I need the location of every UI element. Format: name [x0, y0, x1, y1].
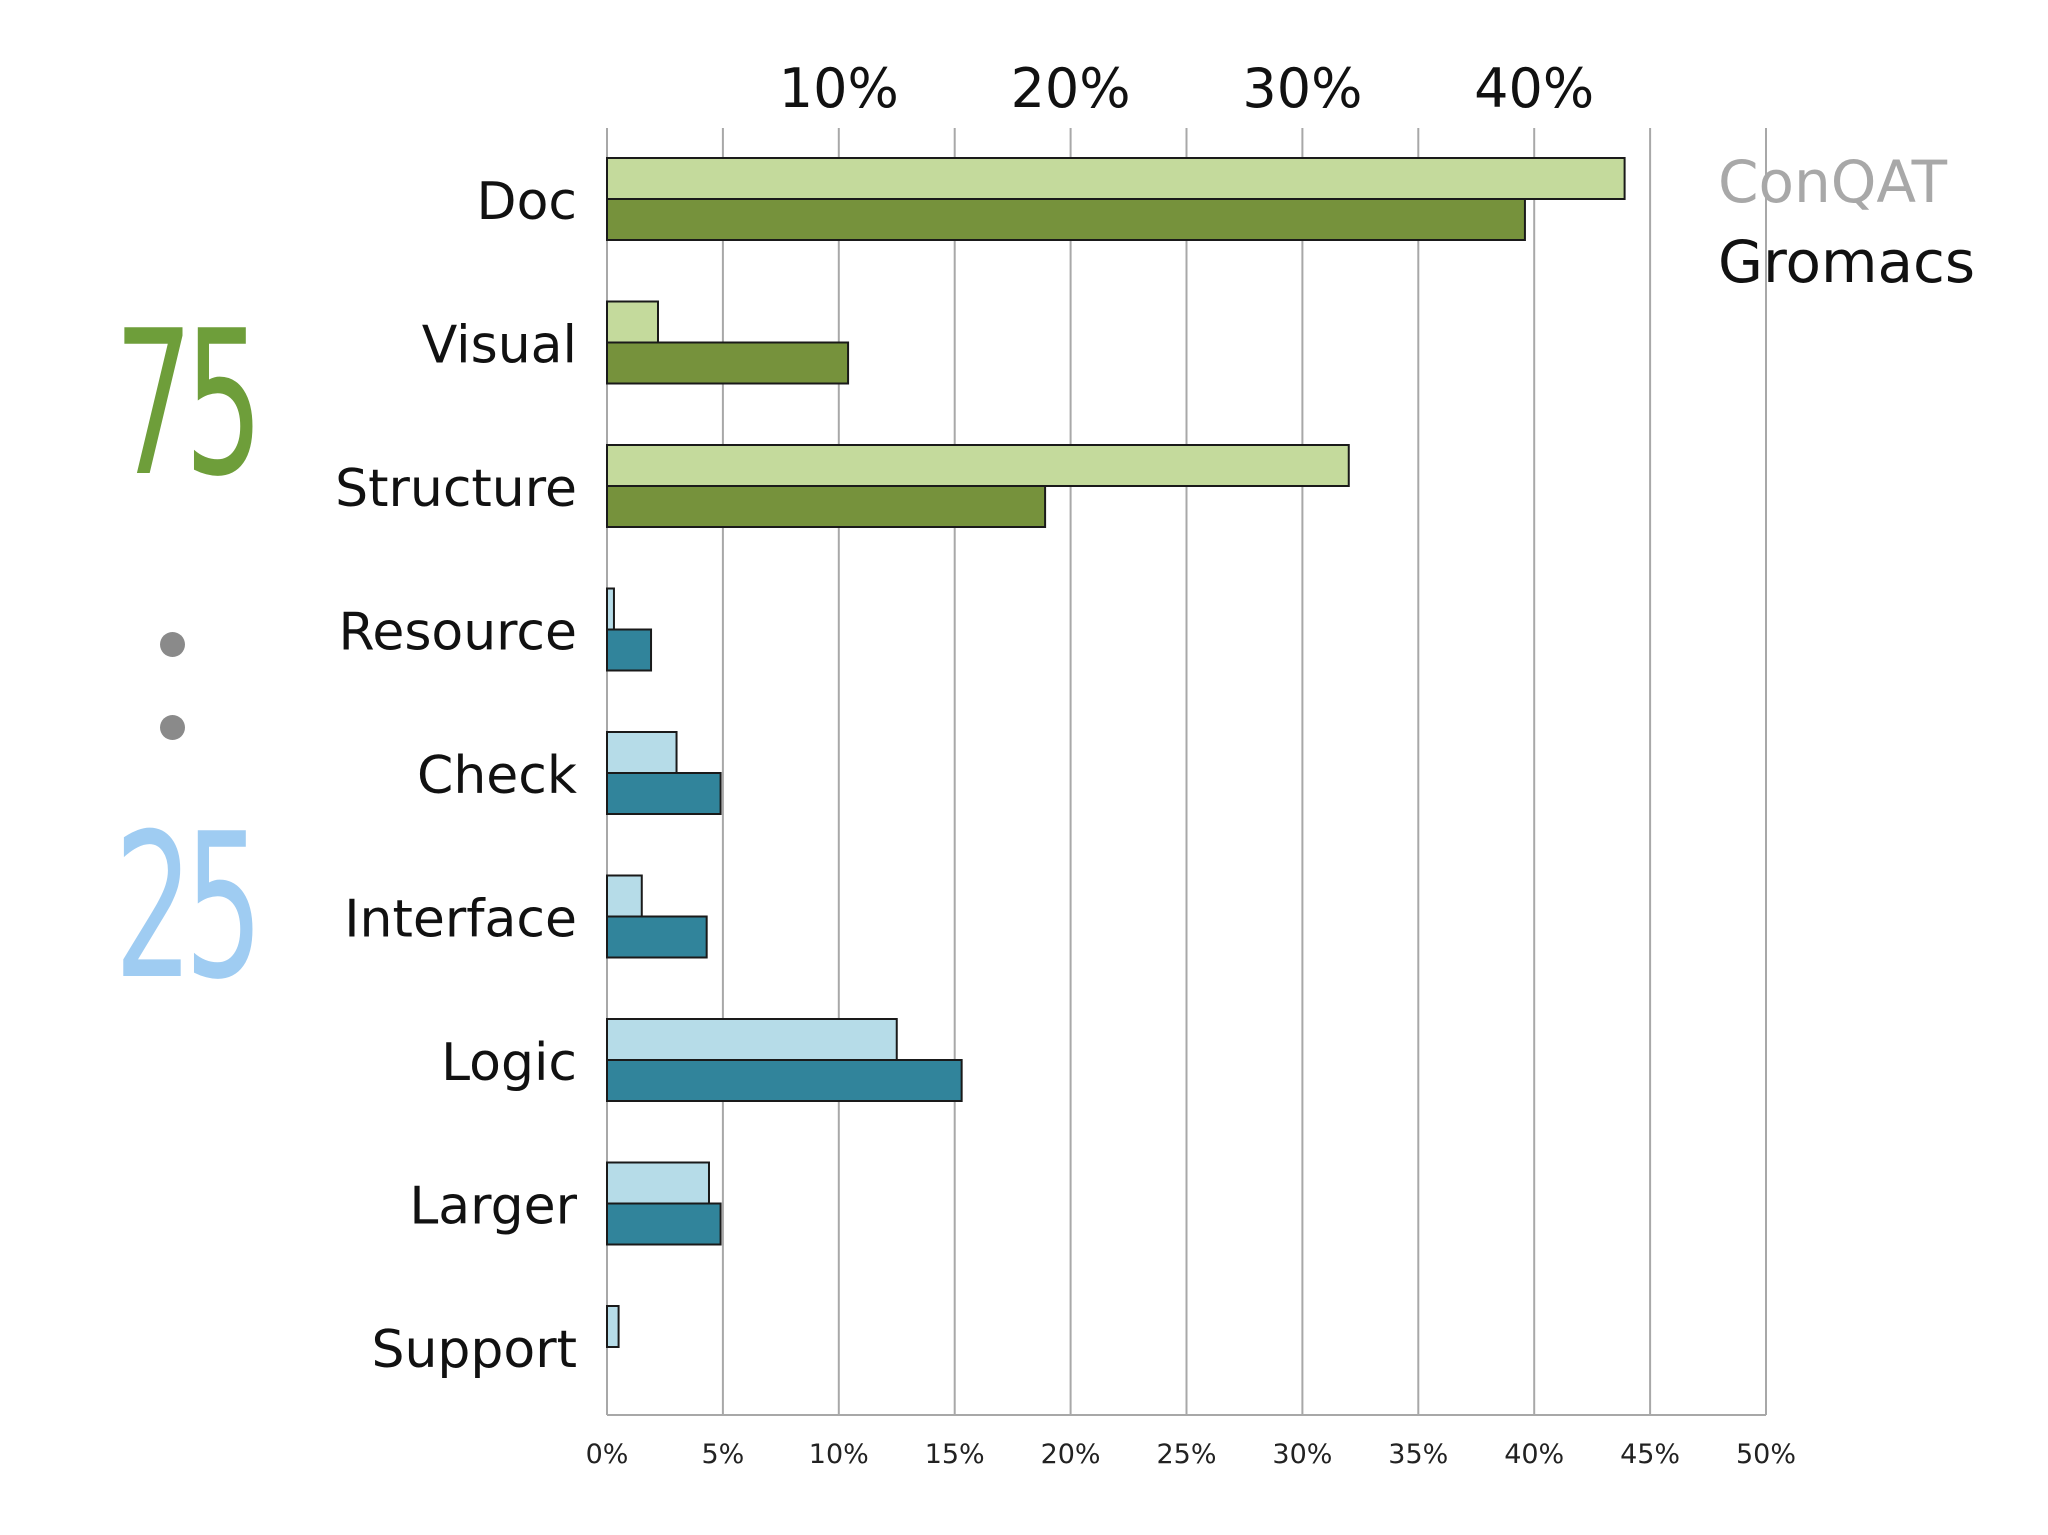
ratio-bottom-number: 25 [114, 791, 263, 1024]
bar-conqat [606, 587, 615, 631]
bar-gromacs [606, 772, 722, 815]
bar-conqat [606, 300, 659, 344]
top-tick-label: 20% [1011, 57, 1131, 120]
bar-conqat [606, 874, 643, 918]
x-tick-label: 35% [1388, 1439, 1448, 1470]
top-tick-label: 40% [1474, 57, 1594, 120]
bar-gromacs [606, 198, 1526, 241]
x-tick-label: 50% [1736, 1439, 1796, 1470]
bar-gromacs [606, 341, 850, 385]
x-tick-label: 30% [1272, 1439, 1332, 1470]
bar-conqat [606, 1018, 898, 1061]
bar-conqat [606, 157, 1626, 200]
ratio-colon-dot-bottom [160, 715, 185, 740]
top-tick-label: 10% [779, 57, 899, 120]
bar-conqat [606, 444, 1350, 487]
x-tick-label: 40% [1504, 1439, 1564, 1470]
x-tick-label: 5% [701, 1439, 744, 1470]
ratio-top-number: 75 [114, 288, 263, 521]
legend-gromacs: Gromacs [1718, 228, 1976, 296]
x-tick-label: 0% [586, 1439, 629, 1470]
bar-conqat [606, 1161, 710, 1205]
category-label: Visual [422, 316, 577, 376]
bar-gromacs [606, 915, 708, 959]
bar-gromacs [606, 1059, 963, 1102]
ratio-colon-dot-top [160, 632, 185, 657]
category-label: Support [371, 1320, 577, 1380]
x-tick-label: 15% [925, 1439, 985, 1470]
top-tick-label: 30% [1242, 57, 1362, 120]
x-tick-label: 10% [809, 1439, 869, 1470]
category-label: Larger [409, 1177, 577, 1237]
x-tick-label: 25% [1156, 1439, 1216, 1470]
bar-conqat [606, 731, 678, 774]
category-label: Check [417, 746, 577, 806]
x-tick-label: 45% [1620, 1439, 1680, 1470]
category-label: Interface [344, 890, 577, 950]
category-label: Structure [335, 459, 577, 519]
category-label: Logic [441, 1033, 577, 1093]
bar-gromacs [606, 628, 653, 672]
bar-gromacs [606, 1202, 722, 1246]
bar-conqat [606, 1305, 620, 1348]
x-tick-label: 20% [1041, 1439, 1101, 1470]
bar-gromacs [606, 485, 1047, 528]
category-label: Doc [477, 172, 577, 232]
legend-conqat: ConQAT [1718, 148, 1947, 216]
category-label: Resource [339, 603, 577, 663]
